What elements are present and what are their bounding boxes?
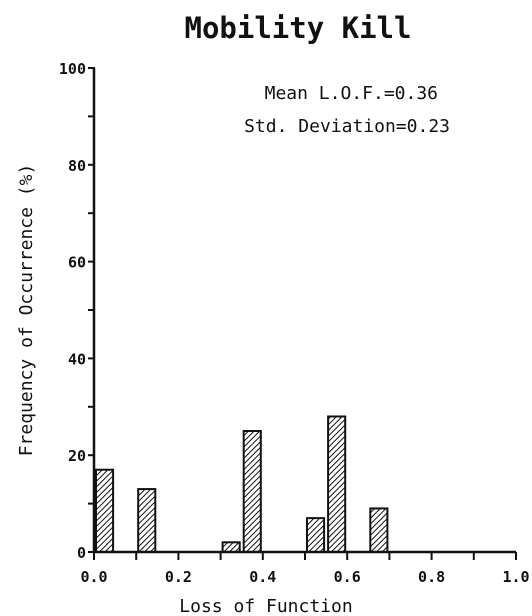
x-tick-label: 0.2 [165,568,192,586]
y-tick-label: 100 [59,60,86,78]
y-tick-label: 40 [68,350,86,368]
y-axis-ticks: 0 20 40 60 80 100 [59,60,95,562]
histogram-bar [137,488,157,553]
x-tick-label: 0.4 [249,568,276,586]
bars-group [95,415,389,554]
y-tick-label: 80 [68,157,86,175]
histogram-bar [327,415,347,554]
mean-annotation: Mean L.O.F.=0.36 [265,83,438,104]
y-tick-label: 0 [77,544,86,562]
y-tick-label: 20 [68,447,86,465]
histogram-bar [306,517,326,553]
chart-title: Mobility Kill [185,11,412,45]
x-tick-label: 1.0 [502,568,529,586]
y-tick-label: 60 [68,254,86,272]
x-axis-label: Loss of Function [179,596,352,616]
histogram-bar [242,430,262,553]
x-axis-ticks: 0.0 0.2 0.4 0.6 0.8 1.0 [80,552,530,586]
std-annotation: Std. Deviation=0.23 [244,116,450,137]
histogram-bar [369,507,389,554]
x-tick-label: 0.8 [418,568,445,586]
x-tick-label: 0.6 [334,568,361,586]
x-tick-label: 0.0 [80,568,107,586]
histogram-bar [95,468,115,553]
y-axis-label: Frequency of Occurrence (%) [16,164,37,457]
histogram-bar [221,541,241,554]
